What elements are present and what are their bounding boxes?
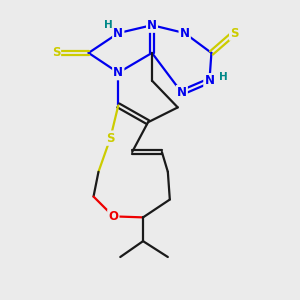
Text: O: O (108, 210, 118, 223)
Text: N: N (204, 74, 214, 87)
Text: S: S (106, 132, 115, 145)
Text: S: S (230, 27, 238, 40)
Text: N: N (113, 27, 123, 40)
Text: N: N (113, 66, 123, 79)
Text: S: S (52, 46, 60, 59)
Text: N: N (113, 66, 123, 79)
Text: S: S (230, 27, 238, 40)
Text: H: H (219, 72, 228, 82)
Text: N: N (177, 86, 187, 99)
Text: O: O (108, 210, 118, 223)
Text: N: N (177, 86, 187, 99)
Text: N: N (180, 27, 190, 40)
Text: S: S (52, 46, 60, 59)
Text: H: H (104, 20, 113, 30)
Text: N: N (180, 27, 190, 40)
Text: N: N (113, 27, 123, 40)
Text: N: N (204, 74, 214, 87)
Text: N: N (147, 19, 157, 32)
Text: N: N (147, 19, 157, 32)
Text: S: S (106, 132, 115, 145)
